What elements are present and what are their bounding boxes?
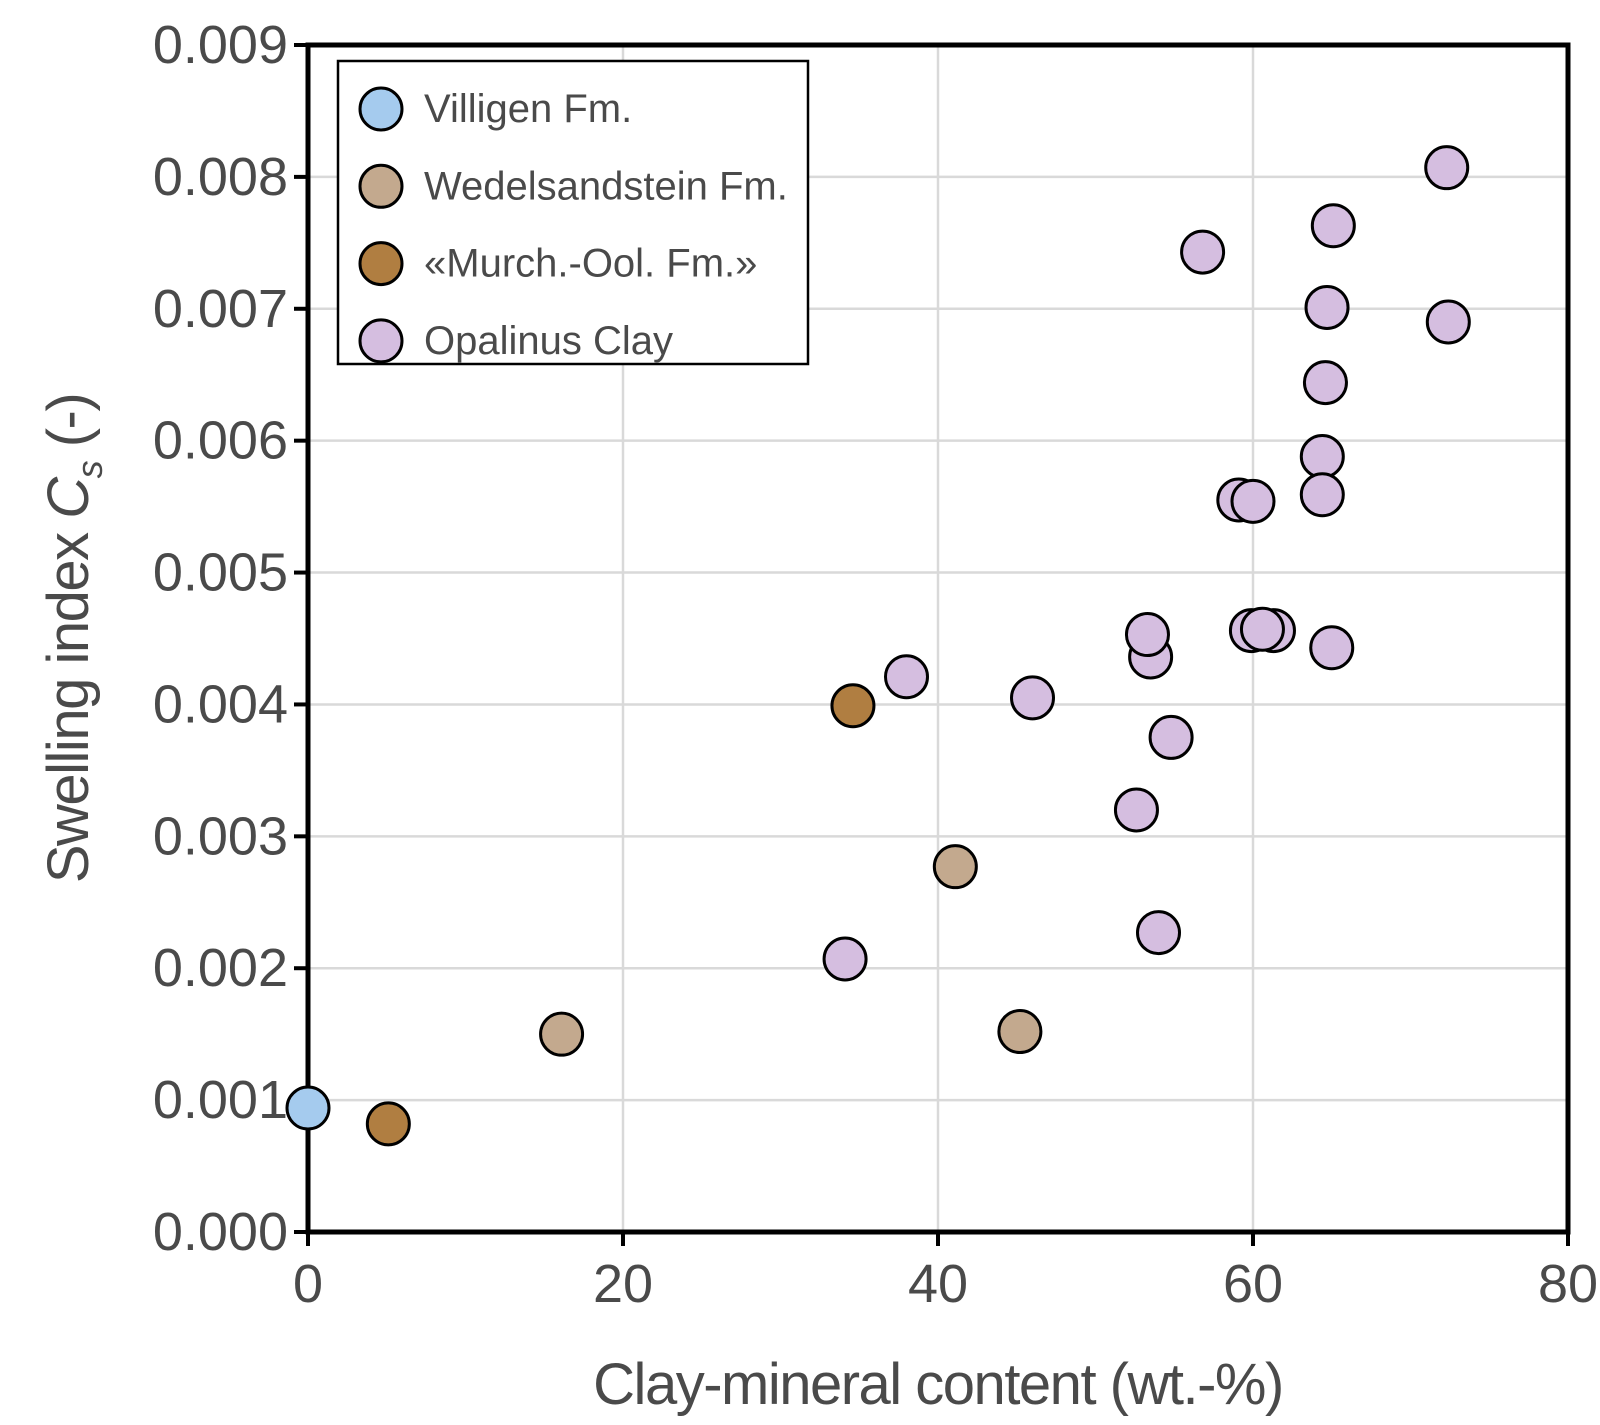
tick-label-y-0.007: 0.007: [153, 279, 288, 339]
axis-ticks: 0 20 40 60 80 0.000 0.001 0.002 0.003 0.004 0.005 0…: [153, 15, 1598, 1314]
data-point-opalinus-clay-10: [1230, 478, 1276, 524]
tick-label-y-0.004: 0.004: [153, 674, 288, 734]
legend-item-murch-ool-fm: «Murch.-Ool. Fm.»: [358, 241, 757, 287]
data-point-opalinus-clay-1: [1424, 145, 1470, 191]
legend-label-villigen-fm: Villigen Fm.: [424, 87, 632, 131]
data-point-opalinus-clay-20: [1113, 787, 1159, 833]
legend-box: [336, 59, 810, 366]
data-point-opalinus-clay-15: [1124, 612, 1170, 658]
tick-label-y-0.000: 0.000: [153, 1202, 288, 1262]
legend-item-wedelsandstein-fm: Wedelsandstein Fm.: [358, 163, 788, 209]
data-point-opalinus-clay-18: [1010, 675, 1055, 721]
data-point-wedelsandstein-fm-3: [997, 1009, 1043, 1055]
legend-label-murch-ool-fm: «Murch.-Ool. Fm.»: [424, 242, 757, 286]
data-point-opalinus-clay-21: [1136, 910, 1181, 956]
data-point-opalinus-clay-6: [1302, 360, 1348, 406]
legend-marker-wedelsandstein-fm: [358, 163, 404, 209]
data-point-opalinus-clay-13: [1239, 606, 1285, 652]
legend-label-opalinus-clay: Opalinus Clay: [424, 319, 673, 363]
data-point-villigen-fm-1: [285, 1085, 331, 1131]
data-point-murch-ool-fm-2: [830, 683, 876, 729]
legend-marker-murch-ool-fm: [358, 241, 404, 287]
x-axis-title: Clay-mineral content (wt.-%): [593, 1352, 1283, 1417]
tick-label-x-40: 40: [908, 1254, 968, 1314]
data-point-opalinus-clay-2: [1310, 203, 1356, 249]
tick-label-x-80: 80: [1538, 1254, 1598, 1314]
y-axis-title: Swelling index Cs (-): [36, 394, 110, 883]
data-point-wedelsandstein-fm-1: [539, 1011, 585, 1057]
tick-label-y-0.002: 0.002: [153, 938, 288, 998]
series-wedelsandstein-fm: [539, 844, 1043, 1057]
series-villigen-fm: [285, 1085, 331, 1131]
legend: Villigen Fm. Wedelsandstein Fm. «Murch.-Oo…: [336, 59, 810, 366]
tick-label-x-20: 20: [593, 1254, 653, 1314]
series-opalinus-clay: [822, 145, 1471, 982]
tick-label-y-0.008: 0.008: [153, 147, 288, 207]
data-point-opalinus-clay-8: [1299, 472, 1345, 518]
tick-label-x-60: 60: [1223, 1254, 1283, 1314]
data-point-opalinus-clay-7: [1299, 433, 1345, 479]
data-point-murch-ool-fm-1: [365, 1101, 411, 1147]
data-point-opalinus-clay-16: [1309, 625, 1355, 671]
data-point-opalinus-clay-19: [1148, 714, 1194, 760]
series-murch-ool-fm: [365, 683, 876, 1147]
tick-label-y-0.001: 0.001: [153, 1070, 288, 1130]
tick-label-y-0.006: 0.006: [153, 411, 288, 471]
legend-marker-villigen-fm: [358, 86, 404, 132]
legend-label-wedelsandstein-fm: Wedelsandstein Fm.: [424, 164, 788, 208]
tick-label-x-0: 0: [293, 1254, 323, 1314]
data-point-wedelsandstein-fm-2: [932, 844, 978, 890]
data-point-opalinus-clay-4: [1304, 284, 1350, 330]
tick-label-y-0.003: 0.003: [153, 806, 288, 866]
legend-marker-opalinus-clay: [358, 318, 404, 364]
tick-label-y-0.009: 0.009: [153, 15, 288, 75]
data-point-opalinus-clay-5: [1425, 299, 1471, 345]
data-point-opalinus-clay-22: [822, 936, 868, 982]
tick-label-y-0.005: 0.005: [153, 543, 288, 603]
data-point-opalinus-clay-17: [884, 654, 929, 700]
legend-item-villigen-fm: Villigen Fm.: [358, 86, 632, 132]
legend-item-opalinus-clay: Opalinus Clay: [358, 318, 673, 364]
data-point-opalinus-clay-3: [1180, 229, 1226, 275]
